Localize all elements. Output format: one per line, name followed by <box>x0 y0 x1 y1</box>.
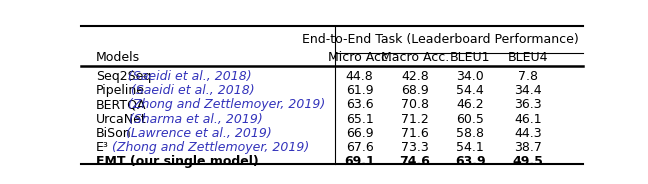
Text: 42.8: 42.8 <box>401 70 429 83</box>
Text: 71.2: 71.2 <box>401 113 429 126</box>
Text: 67.6: 67.6 <box>346 141 374 154</box>
Text: 58.8: 58.8 <box>456 127 484 140</box>
Text: Macro Acc.: Macro Acc. <box>381 51 449 64</box>
Text: UrcaNet: UrcaNet <box>96 113 147 126</box>
Text: 34.4: 34.4 <box>514 84 542 97</box>
Text: 54.1: 54.1 <box>456 141 484 154</box>
Text: 7.8: 7.8 <box>518 70 538 83</box>
Text: 70.8: 70.8 <box>401 98 429 112</box>
Text: Pipeline: Pipeline <box>96 84 145 97</box>
Text: 60.5: 60.5 <box>456 113 484 126</box>
Text: Models: Models <box>96 51 140 64</box>
Text: 61.9: 61.9 <box>346 84 373 97</box>
Text: BERTQA: BERTQA <box>96 98 146 112</box>
Text: 46.1: 46.1 <box>514 113 542 126</box>
Text: E³: E³ <box>96 141 109 154</box>
Text: 74.6: 74.6 <box>400 155 430 168</box>
Text: 38.7: 38.7 <box>514 141 542 154</box>
Text: 54.4: 54.4 <box>456 84 484 97</box>
Text: 49.5: 49.5 <box>513 155 544 168</box>
Text: 69.1: 69.1 <box>344 155 375 168</box>
Text: (Saeidi et al., 2018): (Saeidi et al., 2018) <box>127 84 255 97</box>
Text: (Saeidi et al., 2018): (Saeidi et al., 2018) <box>124 70 251 83</box>
Text: Seq2Seq: Seq2Seq <box>96 70 152 83</box>
Text: (Zhong and Zettlemoyer, 2019): (Zhong and Zettlemoyer, 2019) <box>124 98 325 112</box>
Text: 44.3: 44.3 <box>514 127 542 140</box>
Text: 63.9: 63.9 <box>455 155 485 168</box>
Text: BiSon: BiSon <box>96 127 132 140</box>
Text: 46.2: 46.2 <box>456 98 484 112</box>
Text: (Zhong and Zettlemoyer, 2019): (Zhong and Zettlemoyer, 2019) <box>108 141 309 154</box>
Text: 73.3: 73.3 <box>401 141 429 154</box>
Text: (Sharma et al., 2019): (Sharma et al., 2019) <box>125 113 263 126</box>
Text: 63.6: 63.6 <box>346 98 373 112</box>
Text: 66.9: 66.9 <box>346 127 373 140</box>
Text: Micro Acc.: Micro Acc. <box>328 51 392 64</box>
Text: 71.6: 71.6 <box>401 127 429 140</box>
Text: 65.1: 65.1 <box>346 113 374 126</box>
Text: (Lawrence et al., 2019): (Lawrence et al., 2019) <box>122 127 272 140</box>
Text: 34.0: 34.0 <box>456 70 484 83</box>
Text: BLEU1: BLEU1 <box>450 51 491 64</box>
Text: EMT (our single model): EMT (our single model) <box>96 155 259 168</box>
Text: 44.8: 44.8 <box>346 70 374 83</box>
Text: End-to-End Task (Leaderboard Performance): End-to-End Task (Leaderboard Performance… <box>302 33 579 46</box>
Text: 36.3: 36.3 <box>514 98 542 112</box>
Text: 68.9: 68.9 <box>401 84 429 97</box>
Text: BLEU4: BLEU4 <box>508 51 548 64</box>
